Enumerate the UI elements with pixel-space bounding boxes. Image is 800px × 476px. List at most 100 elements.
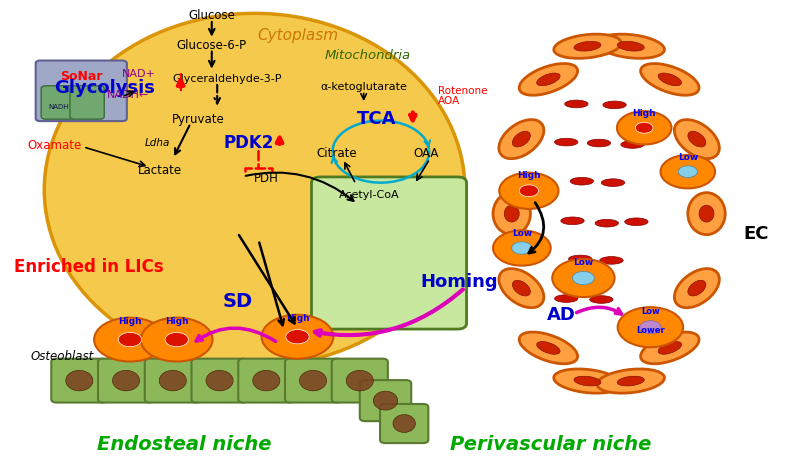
Ellipse shape [554, 369, 621, 393]
Text: Cytoplasm: Cytoplasm [257, 28, 338, 43]
FancyBboxPatch shape [360, 380, 411, 421]
Ellipse shape [570, 178, 594, 186]
Ellipse shape [569, 256, 592, 263]
Ellipse shape [113, 371, 140, 391]
Text: PDK2: PDK2 [224, 134, 274, 152]
Ellipse shape [641, 332, 699, 364]
Ellipse shape [499, 269, 544, 308]
Ellipse shape [618, 377, 644, 386]
Ellipse shape [678, 167, 698, 178]
FancyBboxPatch shape [41, 87, 75, 120]
Ellipse shape [519, 186, 538, 197]
Ellipse shape [141, 318, 213, 362]
Text: Endosteal niche: Endosteal niche [98, 434, 272, 453]
Ellipse shape [617, 112, 671, 145]
Text: Oxamate: Oxamate [27, 139, 82, 152]
Ellipse shape [519, 64, 578, 96]
Ellipse shape [597, 35, 665, 59]
Ellipse shape [658, 74, 682, 87]
Ellipse shape [253, 371, 280, 391]
Ellipse shape [554, 35, 621, 59]
Ellipse shape [603, 102, 626, 109]
Ellipse shape [552, 259, 614, 298]
Ellipse shape [499, 120, 544, 159]
Text: Perivascular niche: Perivascular niche [450, 434, 651, 453]
Text: Ldha: Ldha [145, 138, 170, 148]
Ellipse shape [512, 242, 532, 255]
Text: High: High [517, 170, 541, 179]
FancyBboxPatch shape [285, 359, 341, 403]
Ellipse shape [688, 193, 726, 235]
Ellipse shape [165, 333, 188, 347]
Ellipse shape [299, 371, 326, 391]
Text: Enriched in LICs: Enriched in LICs [14, 258, 163, 276]
FancyBboxPatch shape [191, 359, 247, 403]
FancyBboxPatch shape [70, 87, 104, 120]
Ellipse shape [574, 377, 601, 386]
Ellipse shape [286, 330, 309, 344]
Ellipse shape [587, 140, 610, 148]
FancyBboxPatch shape [332, 359, 388, 403]
Ellipse shape [537, 74, 560, 87]
Ellipse shape [688, 281, 706, 297]
Ellipse shape [661, 156, 715, 189]
Ellipse shape [554, 295, 578, 303]
Text: Glucose-6-P: Glucose-6-P [177, 39, 247, 52]
Text: α-ketoglutarate: α-ketoglutarate [320, 82, 407, 91]
Ellipse shape [374, 391, 398, 410]
Text: TCA: TCA [357, 110, 397, 128]
Ellipse shape [573, 272, 594, 285]
Ellipse shape [206, 371, 233, 391]
Ellipse shape [618, 42, 644, 52]
Ellipse shape [635, 123, 653, 134]
FancyBboxPatch shape [311, 178, 466, 329]
Text: Acetyl-CoA: Acetyl-CoA [339, 189, 399, 199]
Text: AD: AD [547, 305, 576, 323]
Ellipse shape [262, 315, 334, 359]
Ellipse shape [554, 69, 664, 359]
Text: EC: EC [744, 224, 769, 242]
Ellipse shape [519, 332, 578, 364]
Ellipse shape [595, 220, 618, 228]
Ellipse shape [618, 307, 683, 347]
Ellipse shape [561, 218, 584, 225]
Ellipse shape [512, 132, 530, 148]
Text: High: High [632, 109, 656, 118]
Text: Pyruvate: Pyruvate [172, 112, 225, 126]
Text: Mitochondria: Mitochondria [325, 49, 410, 62]
Ellipse shape [641, 64, 699, 96]
Text: AOA: AOA [438, 96, 460, 106]
Ellipse shape [493, 231, 550, 266]
Text: Low: Low [678, 152, 698, 161]
Ellipse shape [94, 318, 166, 362]
Text: Rotenone: Rotenone [438, 86, 487, 95]
Text: PDH: PDH [254, 172, 278, 185]
Text: Homing: Homing [420, 273, 498, 291]
Text: SD: SD [222, 291, 253, 310]
Text: High: High [165, 317, 189, 326]
Ellipse shape [621, 141, 644, 149]
Text: High: High [118, 317, 142, 326]
Ellipse shape [499, 173, 558, 209]
Ellipse shape [625, 218, 648, 226]
FancyBboxPatch shape [51, 359, 107, 403]
Ellipse shape [699, 206, 714, 223]
Ellipse shape [393, 415, 415, 433]
Ellipse shape [118, 333, 142, 347]
Ellipse shape [640, 321, 661, 334]
Ellipse shape [504, 206, 519, 223]
Ellipse shape [597, 369, 665, 393]
Ellipse shape [66, 371, 93, 391]
Text: Lactate: Lactate [138, 163, 182, 177]
FancyBboxPatch shape [36, 61, 127, 122]
Ellipse shape [346, 371, 374, 391]
Text: High: High [286, 314, 310, 323]
Ellipse shape [674, 120, 719, 159]
Text: NAD+: NAD+ [122, 69, 156, 79]
FancyBboxPatch shape [380, 404, 428, 443]
Ellipse shape [554, 139, 578, 147]
Text: Low: Low [574, 257, 594, 266]
Ellipse shape [590, 296, 613, 304]
Text: Osteoblast: Osteoblast [30, 349, 94, 363]
Ellipse shape [565, 101, 588, 109]
